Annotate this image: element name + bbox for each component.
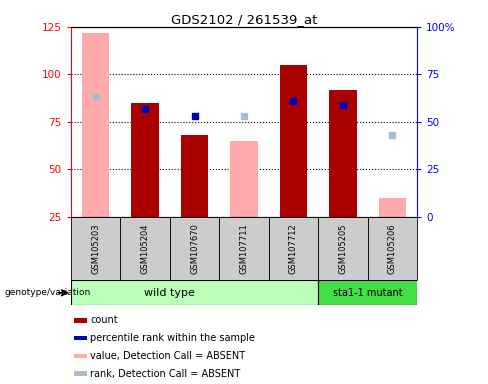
Text: GSM105206: GSM105206: [388, 223, 397, 274]
Text: value, Detection Call = ABSENT: value, Detection Call = ABSENT: [90, 351, 245, 361]
Bar: [318, 280, 417, 305]
Text: GSM107712: GSM107712: [289, 223, 298, 274]
Bar: [74, 371, 87, 376]
Bar: [74, 318, 87, 323]
Bar: [280, 65, 307, 217]
Text: sta1-1 mutant: sta1-1 mutant: [333, 288, 403, 298]
Title: GDS2102 / 261539_at: GDS2102 / 261539_at: [171, 13, 317, 26]
Bar: [120, 217, 170, 280]
Text: genotype/variation: genotype/variation: [5, 288, 91, 297]
Text: GSM105205: GSM105205: [339, 223, 347, 274]
Bar: [74, 354, 87, 358]
Bar: [230, 141, 258, 217]
Text: percentile rank within the sample: percentile rank within the sample: [90, 333, 255, 343]
Text: wild type: wild type: [144, 288, 195, 298]
Bar: [219, 217, 269, 280]
Bar: [74, 336, 87, 340]
Bar: [82, 33, 109, 217]
Bar: [368, 217, 417, 280]
Bar: [329, 89, 357, 217]
Bar: [71, 217, 120, 280]
Bar: [318, 217, 368, 280]
Text: GSM107670: GSM107670: [190, 223, 199, 274]
Bar: [181, 135, 208, 217]
Bar: [170, 217, 219, 280]
Text: rank, Detection Call = ABSENT: rank, Detection Call = ABSENT: [90, 369, 241, 379]
Text: GSM107711: GSM107711: [240, 223, 248, 274]
Text: GSM105204: GSM105204: [141, 223, 149, 274]
Bar: [379, 198, 406, 217]
Text: count: count: [90, 316, 118, 326]
Bar: [131, 103, 159, 217]
Bar: [71, 280, 318, 305]
Bar: [269, 217, 318, 280]
Text: GSM105203: GSM105203: [91, 223, 100, 274]
